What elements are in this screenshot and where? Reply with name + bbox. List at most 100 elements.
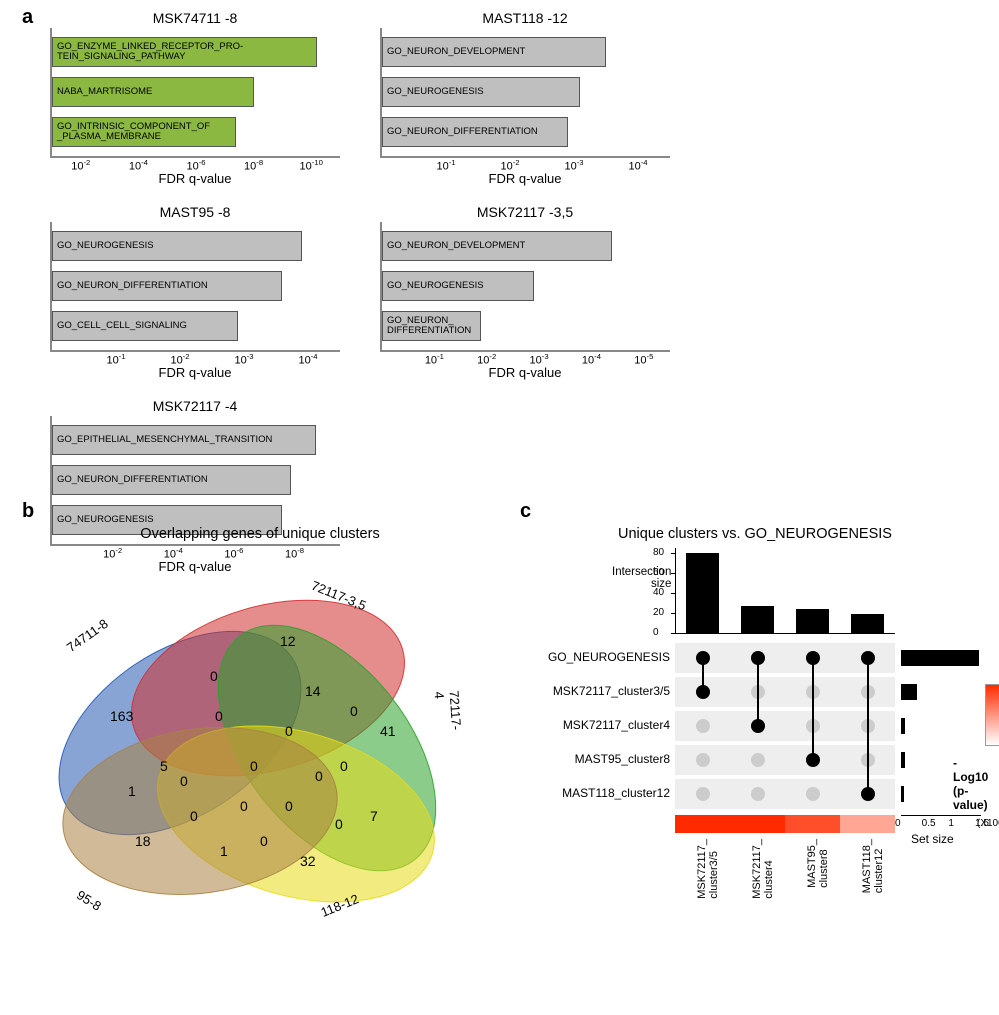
bar: GO_NEURON_DEVELOPMENT [382,231,612,261]
venn-region-count: 0 [190,808,198,824]
heat-x-label: MSK72117_ cluster3/5 [696,839,720,899]
intersection-bar [686,553,719,633]
set-size-bar [901,718,905,734]
heat-cell [675,815,730,833]
set-size-label: Set size [911,832,954,846]
venn-region-count: 1 [220,843,228,859]
venn-set-label: 72117-4 [432,690,465,736]
bar: GO_NEURON_DEVELOPMENT [382,37,606,67]
barchart-plot: GO_NEUROGENESIS GO_NEURON_DIFFERENTIATION… [50,222,340,352]
bar: GO_EPITHELIAL_MESENCHYMAL_TRANSITION [52,425,316,455]
x-ticks: 10-110-210-310-410-5 [382,350,670,368]
venn-region-count: 0 [335,816,343,832]
set-size-tick: 0.5 [922,818,936,829]
set-size-tick: 1 [948,818,954,829]
upset-title: Unique clusters vs. GO_NEUROGENESIS [520,526,990,542]
venn-region-count: 0 [285,798,293,814]
intersection-tick: 80 [653,547,664,558]
venn-region-count: 0 [340,758,348,774]
matrix-connector [812,658,814,760]
intersection-bar [741,606,774,633]
venn-region-count: 41 [380,723,396,739]
matrix-row [675,643,895,673]
set-size-bar [901,786,904,802]
venn-title: Overlapping genes of unique clusters [40,526,480,542]
heat-legend [985,684,999,746]
barchart-title: MAST95 -8 [50,204,340,220]
intersection-bar [851,614,884,633]
venn-region-count: 163 [110,708,133,724]
venn-region-count: 7 [370,808,378,824]
intersection-bar [796,609,829,633]
bar: GO_NEURON_DIFFERENTIATION [382,117,568,147]
bar: GO_NEUROGENESIS [52,231,302,261]
venn-svg [40,548,470,918]
matrix-connector [702,658,704,692]
heat-cell [840,815,895,833]
matrix-dot [751,753,765,767]
set-size-bar [901,684,917,700]
venn-region-count: 5 [160,758,168,774]
barchart-title: MSK74711 -8 [50,10,340,26]
matrix-row-label: MSK72117_cluster3/5 [520,684,670,698]
intersection-tick: 20 [653,607,664,618]
matrix-row [675,677,895,707]
venn-region-count: 0 [180,773,188,789]
matrix-connector [867,658,869,794]
bar: GO_INTRINSIC_COMPONENT_OF_PLASMA_MEMBRAN… [52,117,236,147]
matrix-row-label: MAST118_cluster12 [520,786,670,800]
panel-letter-a: a [22,6,33,29]
matrix-dot [696,719,710,733]
venn-region-count: 0 [350,703,358,719]
matrix-row [675,745,895,775]
set-size-suffix: (X1000) [977,818,999,829]
heat-x-label: MSK72117_ cluster4 [751,839,775,899]
heat-x-label: MAST95_ cluster8 [806,839,830,888]
matrix-dot [696,753,710,767]
x-ticks: 10-110-210-310-4 [52,350,340,368]
barchart-title: MSK72117 -4 [50,398,340,414]
matrix-dot [751,787,765,801]
panel-b-venn: Overlapping genes of unique clusters 747… [40,526,480,918]
set-size-bar [901,650,979,666]
venn-region-count: 0 [315,768,323,784]
heat-legend-title: -Log10 (p-value) [953,756,990,812]
barchart-title: MSK72117 -3,5 [380,204,670,220]
matrix-dot [806,787,820,801]
x-ticks: 10-210-410-610-810-10 [52,156,340,174]
matrix-dot [696,787,710,801]
venn-region-count: 0 [210,668,218,684]
bar: GO_CELL_CELL_SIGNALING [52,311,238,341]
venn-region-count: 0 [250,758,258,774]
intersection-tick: 0 [653,627,659,638]
barchart-plot: GO_NEURON_DEVELOPMENT GO_NEUROGENESIS GO_N… [380,222,670,352]
bar: GO_NEUROGENESIS [382,271,534,301]
matrix-row-label: MSK72117_cluster4 [520,718,670,732]
bar: GO_ENZYME_LINKED_RECEPTOR_PRO-TEIN_SIGNA… [52,37,317,67]
venn-region-count: 18 [135,833,151,849]
panel-c-upset: Unique clusters vs. GO_NEUROGENESIS Inte… [520,526,990,998]
barchart-plot: GO_ENZYME_LINKED_RECEPTOR_PRO-TEIN_SIGNA… [50,28,340,158]
venn-region-count: 32 [300,853,316,869]
venn-region-count: 1 [128,783,136,799]
venn-region-count: 0 [215,708,223,724]
matrix-row-label: MAST95_cluster8 [520,752,670,766]
venn-region-count: 14 [305,683,321,699]
heat-cell [730,815,785,833]
intersection-tick: 40 [653,587,664,598]
bar: NABA_MARTRISOME [52,77,254,107]
intersection-tick: 60 [653,567,664,578]
venn-region-count: 0 [240,798,248,814]
heat-x-label: MAST118_ cluster12 [861,839,885,893]
bar: GO_NEURON_DIFFERENTIATION [382,311,481,341]
bar: GO_NEUROGENESIS [382,77,580,107]
barchart-plot: GO_NEURON_DEVELOPMENT GO_NEUROGENESIS GO_N… [380,28,670,158]
venn-region-count: 0 [260,833,268,849]
matrix-row [675,779,895,809]
matrix-connector [757,658,759,726]
bar: GO_NEURON_DIFFERENTIATION [52,271,282,301]
x-ticks: 10-110-210-310-4 [382,156,670,174]
barchart-title: MAST118 -12 [380,10,670,26]
heat-cell [785,815,840,833]
matrix-row [675,711,895,741]
